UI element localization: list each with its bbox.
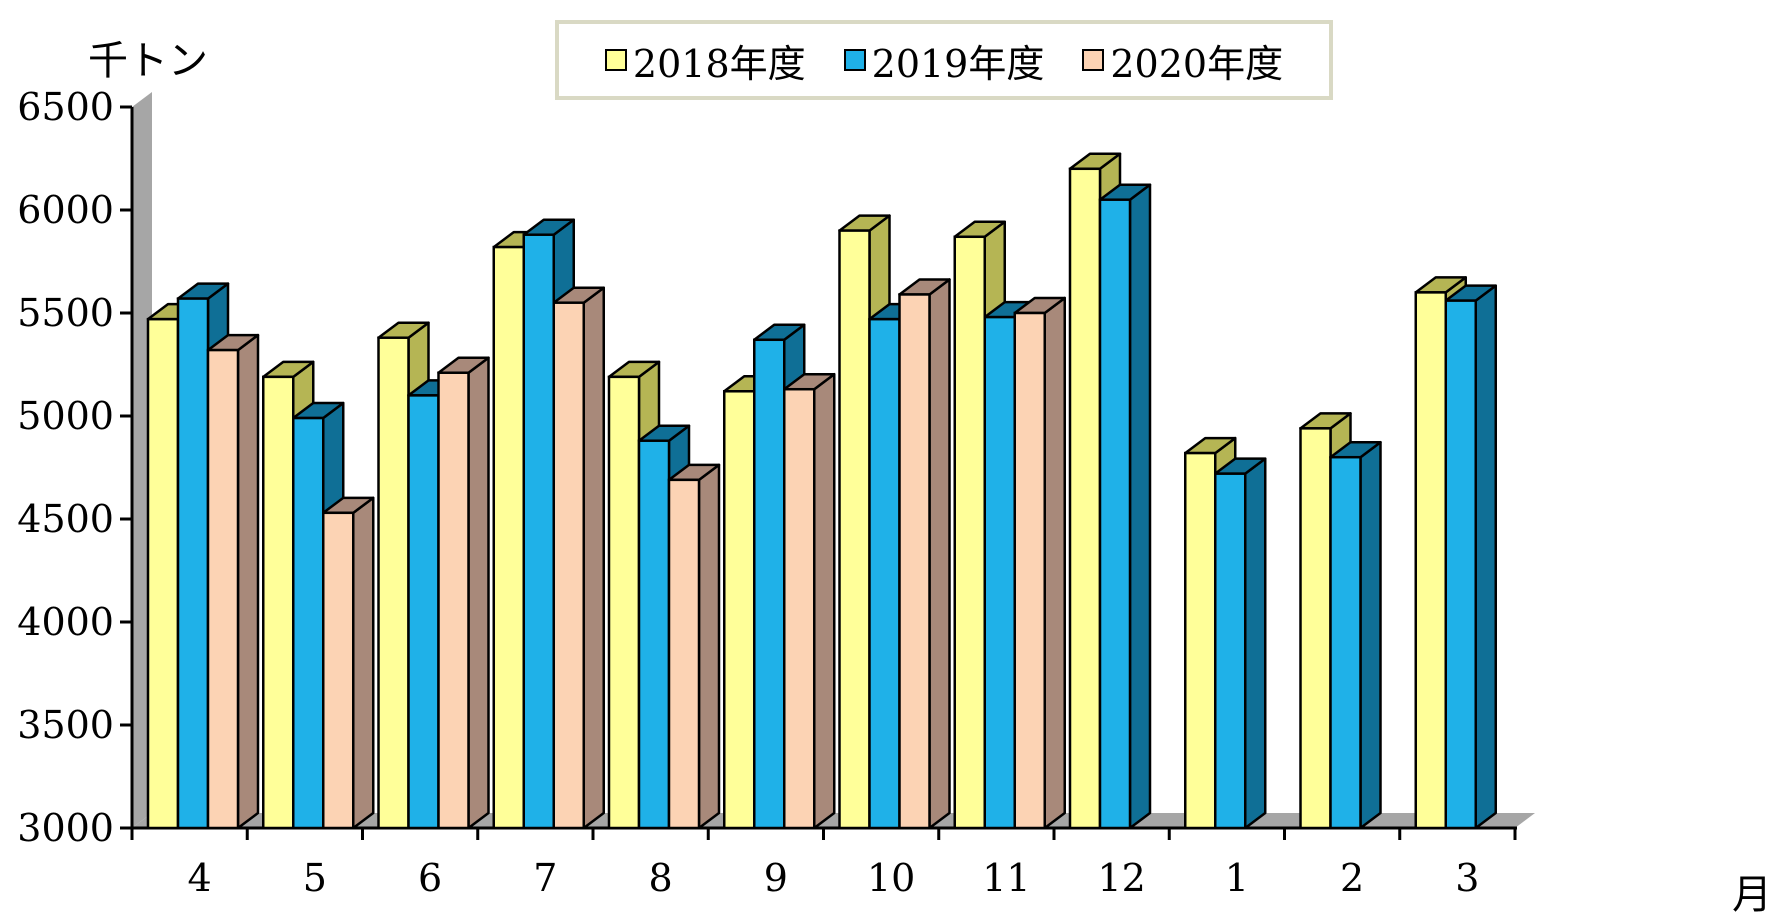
- legend-item-2019: 2019年度: [843, 33, 1045, 88]
- x-tick-label: 7: [533, 856, 557, 900]
- x-tick-label: 10: [867, 856, 915, 900]
- x-tick-label: 6: [418, 856, 442, 900]
- bar: [898, 278, 951, 830]
- bar: [667, 463, 721, 830]
- bar: [552, 286, 605, 830]
- y-tick-label: 4000: [17, 600, 114, 644]
- bar: [322, 496, 375, 830]
- x-tick-label: 3: [1455, 856, 1479, 900]
- legend-swatch-2020: [1082, 49, 1105, 71]
- x-tick-label: 8: [649, 856, 673, 900]
- y-tick-label: 3500: [17, 703, 114, 747]
- y-tick-label: 5500: [17, 291, 114, 335]
- legend-label-2020: 2020年度: [1110, 41, 1284, 86]
- y-tick-label: 6500: [17, 85, 114, 129]
- legend: 2018年度 2019年度 2020年度: [555, 20, 1333, 100]
- legend-swatch-2019: [843, 49, 866, 71]
- bar: [783, 372, 836, 830]
- x-tick-label: 11: [982, 856, 1030, 900]
- bar: [206, 333, 260, 830]
- bar: [1214, 457, 1267, 830]
- y-tick-label: 6000: [17, 188, 114, 232]
- legend-item-2020: 2020年度: [1082, 33, 1283, 88]
- y-tick-label: 4500: [17, 497, 114, 541]
- x-tick-label: 9: [764, 856, 788, 900]
- bar: [1329, 440, 1382, 830]
- x-tick-label: 2: [1340, 856, 1364, 900]
- y-axis-label: 千トン: [88, 38, 208, 84]
- bar: [1444, 284, 1497, 830]
- legend-item-2018: 2018年度: [604, 33, 806, 88]
- x-tick-label: 5: [303, 856, 327, 900]
- x-axis-unit-label: 月: [1732, 872, 1772, 918]
- y-tick-label: 5000: [17, 394, 114, 438]
- legend-label-2019: 2019年度: [871, 41, 1045, 86]
- bar: [437, 356, 490, 830]
- x-tick-label: 1: [1225, 856, 1249, 900]
- y-tick-label: 3000: [17, 806, 114, 850]
- legend-label-2018: 2018年度: [632, 41, 806, 86]
- legend-swatch-2018: [604, 49, 627, 71]
- bar: [1098, 183, 1152, 830]
- x-tick-label: 4: [188, 856, 212, 900]
- bar: [1013, 296, 1066, 830]
- x-tick-label: 12: [1097, 856, 1145, 900]
